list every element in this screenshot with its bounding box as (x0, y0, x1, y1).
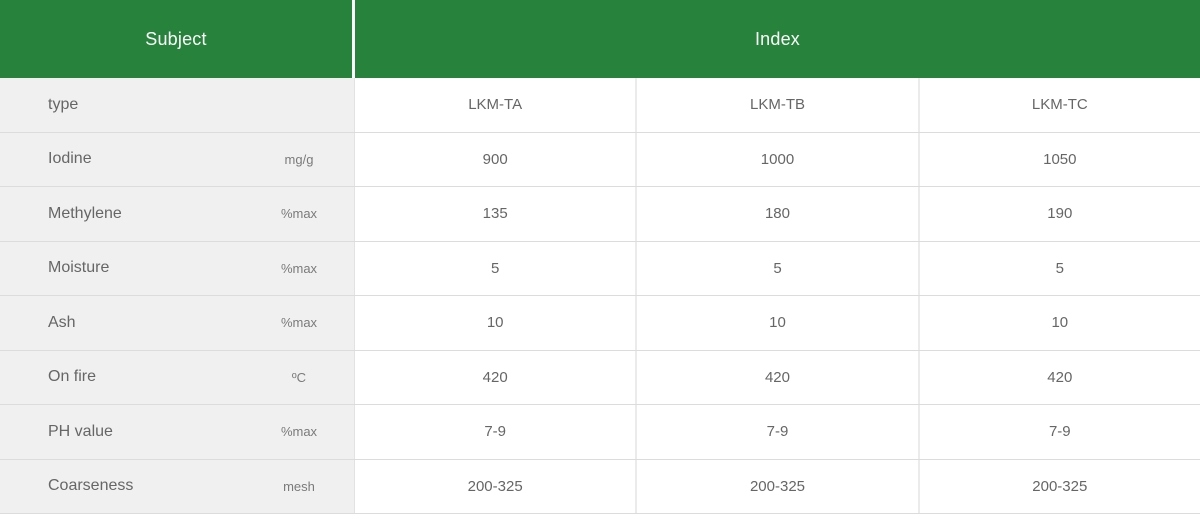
row-label-cell: type (0, 78, 355, 132)
table-cell: 135 (355, 187, 636, 241)
table-cell: LKM-TA (355, 78, 636, 132)
table-row-ph-value: PH value %max 7-9 7-9 7-9 (0, 405, 1200, 460)
table-cell: 420 (635, 350, 918, 404)
row-label-cell: Ash %max (0, 296, 355, 350)
table-header-row: Subject Index (0, 0, 1200, 78)
subject-header-cell: Subject (0, 0, 355, 78)
table-cell: 7-9 (635, 405, 918, 459)
row-label-cell: On fire ºC (0, 350, 355, 404)
index-header-cell: Index (355, 0, 1200, 78)
row-unit: %max (280, 315, 318, 331)
row-label-cell: Coarseness mesh (0, 459, 355, 513)
table-cell: 5 (635, 241, 918, 295)
row-label: Iodine (48, 150, 92, 168)
table-row-coarseness: Coarseness mesh 200-325 200-325 200-325 (0, 459, 1200, 514)
table-cell: 7-9 (917, 405, 1200, 459)
row-unit: %max (280, 260, 318, 276)
row-unit: %max (280, 424, 318, 440)
row-label-cell: Methylene %max (0, 187, 355, 241)
row-unit: %max (280, 206, 318, 222)
table-cell: 420 (917, 350, 1200, 404)
row-label-cell: Iodine mg/g (0, 132, 355, 186)
table-cell: 180 (635, 187, 918, 241)
table-row-ash: Ash %max 10 10 10 (0, 296, 1200, 351)
table-cell: 200-325 (917, 459, 1200, 513)
table-cell: 10 (635, 296, 918, 350)
table-cell: 420 (355, 350, 636, 404)
table-row-moisture: Moisture %max 5 5 5 (0, 241, 1200, 296)
row-label: Moisture (48, 259, 110, 277)
table-cell: 200-325 (355, 459, 636, 513)
table-cell: 5 (917, 241, 1200, 295)
row-label: Methylene (48, 204, 122, 222)
table-row-iodine: Iodine mg/g 900 1000 1050 (0, 132, 1200, 187)
table-cell: 7-9 (355, 405, 636, 459)
table-cell: 190 (917, 187, 1200, 241)
row-unit: ºC (291, 369, 307, 385)
row-label: Ash (48, 313, 76, 331)
table-cell: 200-325 (635, 459, 918, 513)
table-cell: LKM-TB (635, 78, 918, 132)
table-cell: 1000 (635, 132, 918, 186)
table-cell: 1050 (917, 132, 1200, 186)
table-row-methylene: Methylene %max 135 180 190 (0, 187, 1200, 242)
table-cell: 900 (355, 132, 636, 186)
table-row-type: type LKM-TA LKM-TB LKM-TC (0, 78, 1200, 133)
row-label-cell: Moisture %max (0, 241, 355, 295)
row-label: PH value (48, 422, 113, 440)
row-unit: mesh (283, 478, 315, 494)
table-cell: LKM-TC (917, 78, 1200, 132)
table-cell: 5 (355, 241, 636, 295)
row-label: On fire (48, 368, 97, 386)
row-label: Coarseness (48, 477, 134, 495)
row-unit: mg/g (284, 151, 314, 167)
table-row-on-fire: On fire ºC 420 420 420 (0, 350, 1200, 405)
table-cell: 10 (917, 296, 1200, 350)
table-cell: 10 (355, 296, 636, 350)
row-label: type (48, 95, 79, 113)
row-label-cell: PH value %max (0, 405, 355, 459)
